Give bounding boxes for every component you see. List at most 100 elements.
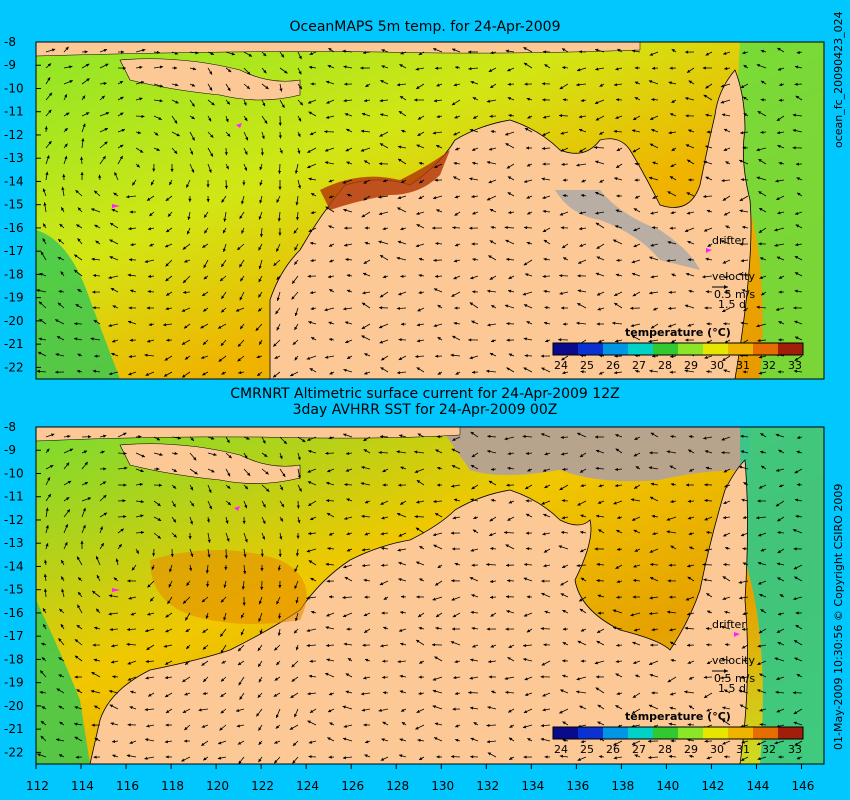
current-vector-head: [435, 449, 439, 453]
current-vector-head: [666, 530, 670, 534]
current-vector-head: [201, 662, 205, 666]
current-vector-head: [220, 710, 225, 714]
current-vector-head: [576, 163, 580, 167]
current-vector-head: [669, 628, 673, 632]
current-vector-head: [325, 562, 329, 566]
current-vector-head: [64, 542, 68, 546]
current-vector-head: [613, 239, 617, 243]
current-vector-head: [360, 66, 364, 70]
current-vector-head: [670, 499, 674, 504]
current-vector-head: [172, 485, 177, 489]
current-vector-head: [108, 323, 112, 328]
longitude-tick-label: 142: [701, 779, 724, 793]
current-vector-head: [562, 627, 566, 631]
current-vector-head: [213, 452, 217, 457]
current-vector-head: [562, 194, 566, 198]
current-vector-head: [266, 488, 270, 492]
current-vector-head: [630, 323, 635, 328]
current-vector-head: [200, 325, 204, 329]
current-vector-head: [379, 133, 383, 137]
colorbar-swatch: [628, 727, 654, 739]
current-vector-head: [543, 321, 548, 325]
current-vector-head: [740, 434, 744, 438]
current-vector-head: [417, 738, 421, 742]
longitude-tick-label: 128: [386, 779, 409, 793]
current-vector-head: [760, 450, 764, 454]
current-vector-head: [400, 227, 404, 231]
current-vector-head: [523, 304, 528, 308]
current-vector-head: [689, 754, 693, 758]
current-vector-head: [91, 257, 95, 261]
current-vector-head: [131, 567, 135, 571]
panel-1-latitude-ticks: -8-9-10-11-12-13-14-15-16-17-18-19-20-21…: [4, 35, 41, 374]
longitude-tick-label: 114: [71, 779, 94, 793]
current-vector-head: [687, 612, 691, 616]
current-vector-head: [634, 97, 639, 101]
current-vector-head: [166, 292, 170, 296]
colorbar-swatch: [553, 727, 579, 739]
current-vector-head: [382, 675, 386, 679]
current-vector-head: [278, 186, 282, 190]
current-vector-head: [560, 148, 565, 152]
current-vector-head: [187, 216, 191, 220]
panel-1-legend-speed: 0.5 m/s: [714, 288, 755, 301]
current-vector-head: [306, 356, 311, 360]
current-vector-head: [204, 230, 208, 234]
current-vector-head: [725, 643, 729, 647]
current-vector-head: [724, 66, 728, 71]
current-vector-head: [509, 756, 513, 760]
current-vector-head: [486, 99, 491, 103]
latitude-tick-label: -21: [4, 722, 24, 736]
current-vector-head: [298, 85, 302, 90]
current-vector-head: [284, 70, 288, 74]
current-vector-head: [220, 649, 224, 654]
current-vector-head: [382, 469, 386, 472]
current-vector-head: [432, 533, 437, 537]
current-vector-head: [128, 596, 132, 600]
current-vector-head: [86, 78, 90, 82]
current-vector-head: [631, 129, 636, 133]
current-vector-head: [470, 465, 475, 468]
current-vector-head: [540, 627, 544, 631]
current-vector-head: [156, 147, 160, 151]
current-vector-head: [776, 709, 781, 713]
current-vector-head: [468, 338, 472, 342]
current-vector-head: [276, 600, 280, 605]
current-vector-head: [186, 231, 190, 235]
current-vector-head: [308, 531, 312, 536]
current-vector-head: [327, 469, 331, 473]
current-vector-head: [343, 65, 347, 69]
current-vector-head: [599, 83, 603, 87]
current-vector-head: [182, 709, 187, 713]
current-vector-head: [688, 178, 692, 182]
current-vector-head: [379, 255, 384, 259]
current-vector-head: [361, 514, 365, 518]
current-vector-head: [276, 248, 280, 252]
current-vector-head: [344, 516, 348, 520]
current-vector-head: [401, 708, 405, 712]
current-vector-head: [635, 674, 639, 678]
current-vector-head: [598, 339, 602, 343]
current-vector-head: [559, 274, 563, 278]
current-vector-head: [119, 144, 124, 148]
latitude-tick-label: -14: [4, 174, 24, 188]
current-vector-head: [615, 565, 619, 569]
current-vector-head: [777, 47, 781, 51]
current-vector-head: [240, 277, 244, 282]
current-vector-head: [65, 497, 70, 501]
drifter-marker-1: [236, 123, 242, 128]
current-vector-head: [686, 211, 691, 215]
current-vector-head: [146, 197, 151, 201]
current-vector-head: [741, 740, 745, 744]
current-vector-head: [398, 145, 402, 149]
current-vector-head: [310, 306, 314, 311]
current-vector-head: [508, 353, 513, 357]
current-vector-head: [652, 66, 656, 70]
current-vector-head: [296, 535, 300, 539]
current-vector-head: [74, 337, 78, 341]
current-vector-head: [721, 437, 725, 441]
current-vector-head: [224, 566, 228, 571]
current-vector-head: [208, 169, 212, 173]
current-vector-head: [706, 530, 710, 535]
current-vector-head: [77, 353, 81, 357]
